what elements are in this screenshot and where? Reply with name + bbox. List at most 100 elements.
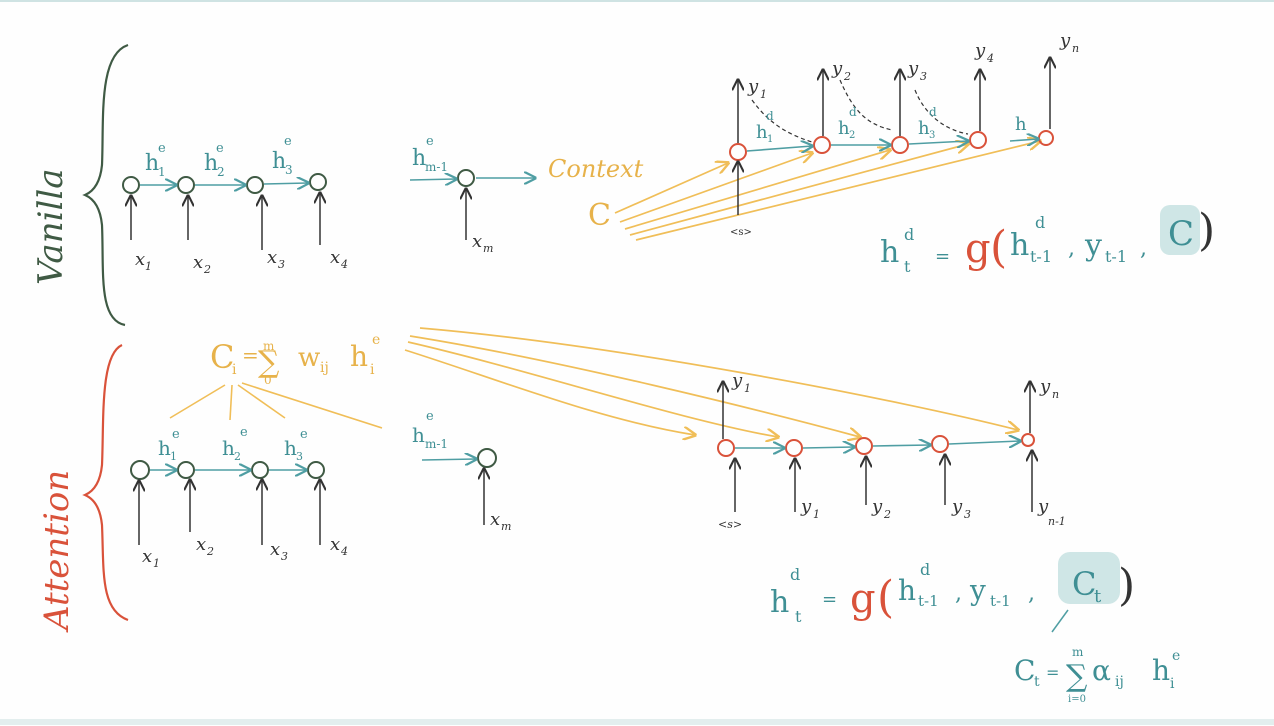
attention-enc-hidden-labels: h 1 e h 2 e h 3 e h m-1 e [158, 409, 448, 463]
svg-text:x: x [330, 534, 340, 555]
svg-text:i: i [232, 362, 237, 378]
svg-text:1: 1 [158, 165, 166, 179]
svg-text:t-1: t-1 [918, 592, 939, 610]
svg-text:h: h [756, 122, 768, 143]
svg-text:,: , [955, 581, 962, 606]
vanilla-enc-hidden-labels: h 1 e h 2 e h 3 e h m-1 e [145, 134, 448, 179]
svg-text:t: t [904, 257, 911, 276]
svg-text:h: h [918, 118, 930, 139]
svg-text:x: x [490, 509, 500, 530]
svg-text:3: 3 [278, 258, 285, 271]
attention-input-labels: x 1 x 2 x 3 x 4 x m [142, 509, 511, 570]
vanilla-feedback-dashed [751, 79, 969, 143]
svg-text:1: 1 [153, 557, 160, 570]
vanilla-input-labels: x 1 x 2 x 3 x 4 x m [135, 231, 493, 276]
svg-text:h: h [838, 118, 850, 139]
svg-text:n: n [1052, 388, 1059, 401]
svg-text:(: ( [990, 222, 1007, 273]
svg-text:=: = [822, 589, 837, 610]
svg-text:h: h [272, 149, 286, 174]
svg-text:d: d [920, 560, 930, 579]
svg-text:y: y [731, 370, 743, 391]
svg-text:e: e [172, 427, 180, 442]
svg-text:e: e [284, 134, 292, 149]
svg-text:y: y [831, 58, 843, 79]
svg-text:2: 2 [849, 130, 855, 141]
svg-text:1: 1 [760, 88, 767, 101]
svg-text:e: e [240, 425, 248, 440]
vanilla-enc-node-1 [122, 176, 140, 194]
svg-text:d: d [849, 105, 857, 119]
attention-input-arrows [139, 469, 484, 545]
svg-text:4: 4 [340, 258, 348, 271]
svg-text:=: = [1046, 663, 1059, 682]
svg-text:h: h [412, 146, 426, 171]
svg-text:,: , [1140, 236, 1147, 261]
svg-text:x: x [270, 539, 280, 560]
svg-text:1: 1 [813, 508, 820, 521]
svg-text:t: t [1034, 674, 1040, 690]
svg-text:C: C [1014, 654, 1035, 687]
svg-text:∑: ∑ [1066, 659, 1088, 694]
svg-text:2: 2 [883, 508, 891, 521]
svg-text:e: e [1172, 648, 1180, 664]
svg-text:d: d [790, 565, 800, 584]
vanilla-label: Vanilla [31, 169, 71, 286]
svg-text:m-1: m-1 [425, 437, 448, 451]
attention-dec-input-labels: <s> y 1 y 2 y 3 y n-1 [718, 496, 1066, 531]
svg-text:m: m [1072, 645, 1084, 659]
svg-text:t-1: t-1 [1030, 247, 1052, 266]
attention-output-labels: y 1 y n [731, 370, 1059, 401]
vanilla-equation: h t d = g ( h t-1 d , y t-1 , C ) [880, 205, 1215, 276]
svg-text:y: y [747, 76, 759, 97]
svg-text:h: h [1010, 228, 1029, 263]
vanilla-brace [82, 43, 129, 327]
svg-text:3: 3 [285, 163, 293, 177]
svg-text:∑: ∑ [258, 345, 280, 380]
svg-text:): ) [1198, 205, 1215, 256]
svg-text:2: 2 [234, 450, 241, 463]
svg-text:w: w [298, 343, 320, 373]
svg-text:d: d [929, 105, 937, 119]
svg-text:e: e [216, 141, 224, 156]
svg-text:h: h [204, 151, 218, 176]
svg-text:h: h [880, 235, 899, 270]
svg-text:2: 2 [206, 545, 214, 558]
svg-text:2: 2 [843, 70, 851, 83]
attention-gather-lines [169, 382, 383, 429]
svg-text:i: i [370, 362, 375, 378]
svg-text:y: y [907, 58, 919, 79]
svg-text:1: 1 [145, 260, 152, 273]
attention-equation: h t d = g ( h t-1 d , y t-1 , C t ) [770, 552, 1135, 626]
vanilla-start-token: <s> [730, 227, 752, 238]
svg-text:m: m [263, 339, 275, 353]
attention-decoder-nodes [717, 433, 1035, 457]
svg-text:1: 1 [744, 382, 751, 395]
svg-text:1: 1 [767, 134, 773, 145]
svg-text:=: = [242, 343, 259, 367]
svg-text:3: 3 [929, 130, 935, 141]
vanilla-enc-arrows [140, 178, 535, 185]
vanilla-enc-node-2 [177, 176, 195, 194]
attention-label: Attention [37, 470, 77, 633]
context-symbol: C [588, 198, 611, 233]
svg-text:x: x [472, 231, 482, 252]
svg-text:t-1: t-1 [990, 592, 1011, 610]
svg-text:e: e [300, 427, 308, 442]
attention-enc-arrows [150, 459, 476, 470]
svg-text:C: C [1168, 214, 1194, 254]
svg-text:h: h [1152, 654, 1170, 687]
svg-text:n-1: n-1 [1048, 515, 1066, 528]
svg-text:y: y [951, 496, 963, 517]
attention-encoder-nodes [130, 448, 497, 480]
svg-text:2: 2 [203, 263, 211, 276]
svg-text:0: 0 [264, 373, 272, 387]
vanilla-c-highlight [1160, 205, 1200, 255]
ct-formula: C t = ∑ m i=0 α ij h i e [1014, 645, 1180, 705]
svg-text:,: , [1028, 581, 1035, 606]
svg-text:y: y [1084, 228, 1102, 263]
vanilla-enc-node-3 [246, 176, 264, 194]
svg-text:3: 3 [964, 508, 971, 521]
svg-text:x: x [135, 249, 145, 270]
attention-dec-arrows [735, 441, 1020, 448]
